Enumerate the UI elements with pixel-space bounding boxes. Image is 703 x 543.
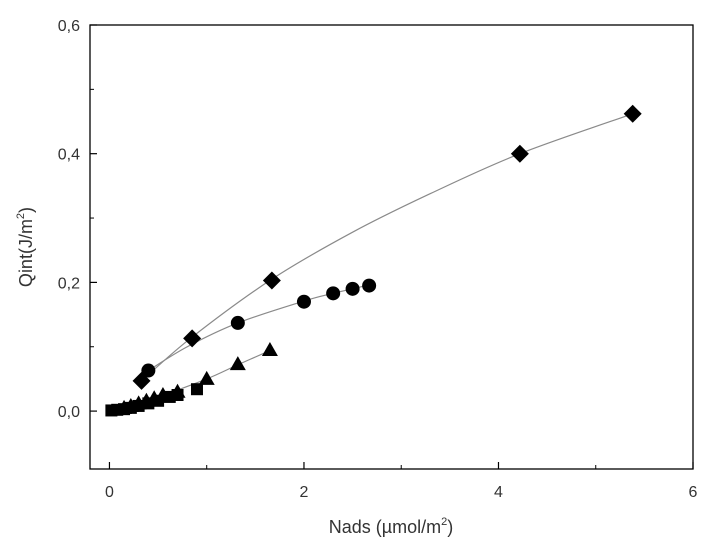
fit-lines [118, 113, 633, 410]
circle-marker [362, 278, 377, 293]
data-markers [105, 104, 642, 417]
diamond-marker [262, 271, 281, 290]
x-tick-label: 2 [300, 484, 309, 501]
x-tick-label: 6 [689, 484, 698, 501]
square-marker [171, 389, 184, 401]
circle-marker [326, 286, 341, 301]
circle-marker [296, 294, 311, 309]
plot-frame [89, 24, 694, 470]
diamond-marker [623, 104, 642, 123]
y-axis-label: Qint(J/m2) [15, 207, 36, 287]
y-tick-label: 0,6 [58, 18, 80, 35]
square-marker [190, 383, 203, 396]
y-tick-label: 0,0 [58, 404, 80, 421]
circle-marker [141, 363, 156, 378]
triangle-marker [229, 356, 246, 371]
y-tick-label: 0,4 [58, 147, 80, 164]
y-axis: 0,0 0,2 0,4 0,6 [58, 18, 97, 421]
triangle-marker [261, 341, 278, 356]
x-axis: 0 2 4 6 [105, 462, 698, 501]
square-marker [118, 403, 131, 416]
fit-line-diamond [141, 113, 633, 382]
x-axis-label: Nads (µmol/m2) [329, 516, 454, 537]
y-tick-label: 0,2 [58, 275, 80, 292]
square-marker [142, 397, 155, 410]
circle-marker [230, 315, 245, 330]
square-marker [152, 394, 165, 407]
x-tick-label: 0 [105, 484, 114, 501]
square-marker [132, 399, 145, 412]
x-tick-label: 4 [494, 484, 503, 501]
triangle-marker [198, 370, 215, 385]
circle-marker [345, 281, 360, 296]
diamond-marker [183, 329, 202, 348]
diamond-marker [510, 144, 529, 163]
